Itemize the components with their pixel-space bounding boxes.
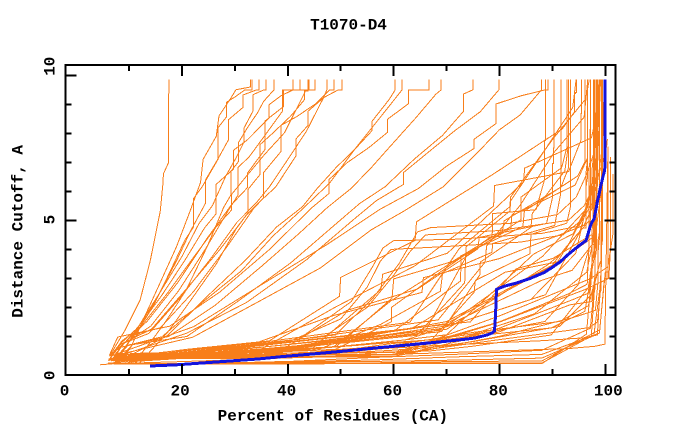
svg-text:5: 5 [42, 215, 60, 225]
svg-text:0: 0 [60, 383, 70, 401]
svg-text:0: 0 [42, 370, 60, 380]
svg-text:Distance Cutoff, A: Distance Cutoff, A [10, 145, 28, 318]
svg-text:80: 80 [489, 383, 508, 401]
svg-text:40: 40 [277, 383, 296, 401]
svg-text:100: 100 [594, 383, 623, 401]
svg-text:Percent of Residues (CA): Percent of Residues (CA) [218, 407, 448, 425]
svg-text:20: 20 [170, 383, 189, 401]
svg-text:10: 10 [42, 57, 60, 76]
svg-text:60: 60 [383, 383, 402, 401]
svg-text:T1070-D4: T1070-D4 [310, 17, 387, 35]
